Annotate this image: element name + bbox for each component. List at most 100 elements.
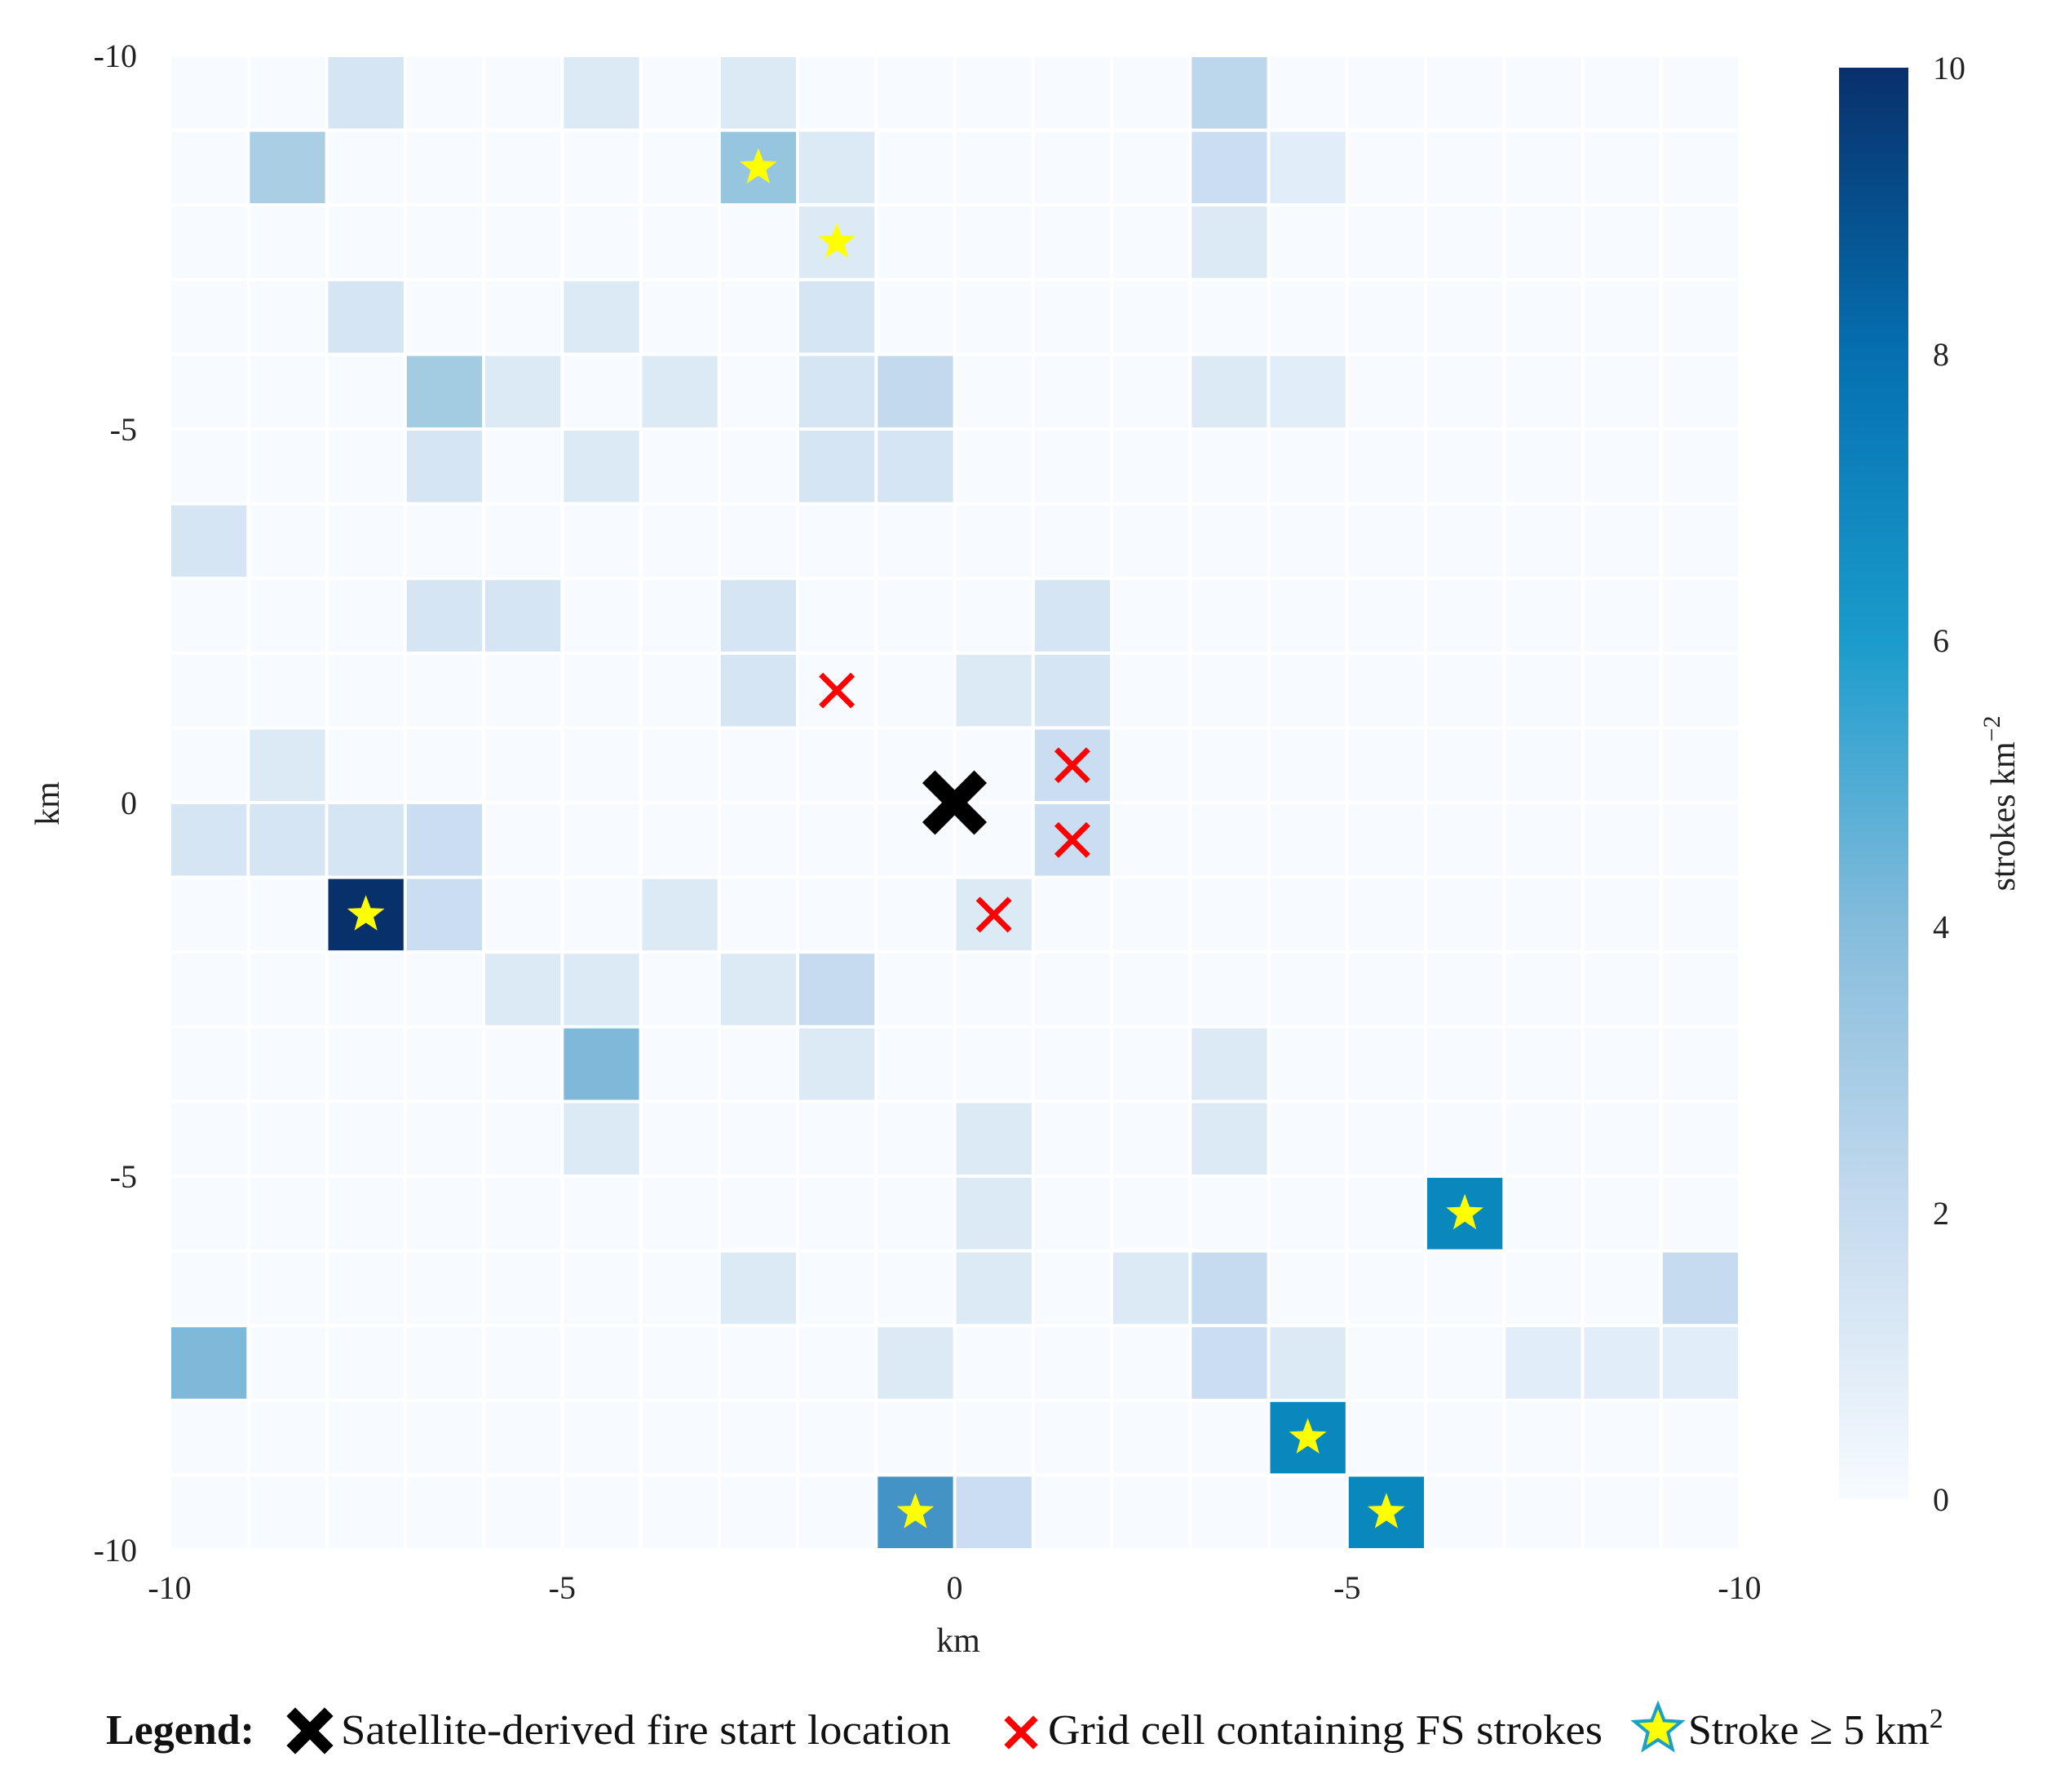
- heatmap-cell: [564, 1401, 639, 1474]
- heatmap-cell: [720, 1327, 797, 1399]
- heatmap-cell: [642, 1178, 718, 1250]
- heatmap-cell: [1427, 431, 1503, 502]
- heatmap-cell: [720, 57, 797, 129]
- heatmap-cell: [1505, 654, 1581, 727]
- heatmap-cell: [720, 1028, 797, 1100]
- heatmap-cell: [1662, 804, 1739, 876]
- legend-red-x-icon: [1004, 1715, 1038, 1750]
- heatmap-cell: [720, 954, 797, 1025]
- heatmap-cell: [1427, 878, 1503, 951]
- heatmap-cell: [878, 1103, 953, 1175]
- heatmap-cell: [1192, 1028, 1267, 1100]
- heatmap-cell: [1584, 878, 1660, 951]
- x-tick-label: -10: [148, 1569, 191, 1606]
- heatmap-cell: [406, 431, 483, 502]
- heatmap-cell: [1192, 1103, 1267, 1175]
- colorbar-tick-label: 0: [1933, 1481, 1949, 1518]
- heatmap-cell: [1113, 505, 1189, 577]
- heatmap-cell: [171, 1028, 247, 1100]
- heatmap-cell: [1662, 1401, 1739, 1474]
- heatmap-cell: [406, 1103, 483, 1175]
- heatmap-cell: [642, 57, 718, 129]
- heatmap-cell: [171, 505, 247, 577]
- heatmap-cell: [1270, 431, 1346, 502]
- heatmap-cell: [1270, 729, 1346, 801]
- heatmap-cell: [1348, 1103, 1425, 1175]
- heatmap-cell: [1584, 356, 1660, 427]
- heatmap-cell: [406, 1401, 483, 1474]
- heatmap-cell: [485, 206, 561, 278]
- heatmap-cell: [1427, 1327, 1503, 1399]
- heatmap-cell: [642, 954, 718, 1025]
- heatmap-cell: [1034, 1401, 1111, 1474]
- heatmap-cell: [1584, 206, 1660, 278]
- heatmap-cell: [171, 1476, 247, 1548]
- colorbar-tick-label: 6: [1933, 622, 1949, 659]
- y-tick-label: 0: [121, 785, 137, 821]
- heatmap-cell: [720, 206, 797, 278]
- heatmap-cell: [1113, 804, 1189, 876]
- heatmap-cell: [485, 1103, 561, 1175]
- heatmap-cell: [485, 878, 561, 951]
- heatmap-cell: [799, 729, 875, 801]
- heatmap-cell: [799, 954, 875, 1025]
- heatmap-cell: [1270, 804, 1346, 876]
- heatmap-cell: [1505, 580, 1581, 652]
- heatmap-cell: [250, 1327, 325, 1399]
- heatmap-cell: [564, 1252, 639, 1325]
- heatmap-cell: [1034, 1327, 1111, 1399]
- heatmap-cell: [406, 356, 483, 427]
- red-x-marker: [1054, 821, 1090, 858]
- heatmap-cell: [720, 1401, 797, 1474]
- heatmap-cell: [1034, 654, 1111, 727]
- heatmap-cell: [1505, 1401, 1581, 1474]
- heatmap-cell: [1505, 1103, 1581, 1175]
- heatmap-cell: [1584, 954, 1660, 1025]
- heatmap-cell: [1192, 1327, 1267, 1399]
- heatmap-cell: [171, 1178, 247, 1250]
- heatmap-cell: [1192, 356, 1267, 427]
- heatmap-cell: [485, 57, 561, 129]
- heatmap-cell: [1192, 281, 1267, 353]
- heatmap-cell: [1034, 57, 1111, 129]
- heatmap-cell: [1113, 1028, 1189, 1100]
- heatmap-cell: [1505, 1178, 1581, 1250]
- heatmap-cell: [1427, 1476, 1503, 1548]
- heatmap-cell: [171, 804, 247, 876]
- heatmap-cell: [1270, 1028, 1346, 1100]
- heatmap-cell: [1662, 431, 1739, 502]
- heatmap-cell: [1505, 281, 1581, 353]
- heatmap-cell: [1348, 431, 1425, 502]
- heatmap-cell: [1584, 729, 1660, 801]
- heatmap-cell: [1662, 1327, 1739, 1399]
- heatmap-cell: [956, 431, 1032, 502]
- heatmap-cell: [1427, 1028, 1503, 1100]
- heatmap-cell: [250, 1178, 325, 1250]
- heatmap-cell: [564, 206, 639, 278]
- heatmap-cell: [1113, 206, 1189, 278]
- heatmap-cell: [1505, 1028, 1581, 1100]
- heatmap-cell: [1270, 1252, 1346, 1325]
- heatmap-cell: [1505, 1252, 1581, 1325]
- legend-star-icon: [1630, 1700, 1686, 1753]
- heatmap-cell: [1034, 1476, 1111, 1548]
- heatmap-cell: [1584, 1476, 1660, 1548]
- heatmap-cell: [406, 654, 483, 727]
- heatmap-cell: [328, 1103, 404, 1175]
- heatmap-cell: [956, 206, 1032, 278]
- heatmap-cell: [1584, 654, 1660, 727]
- heatmap-cell: [1270, 1327, 1346, 1399]
- heatmap-cell: [1662, 1028, 1739, 1100]
- heatmap-cell: [1348, 57, 1425, 129]
- heatmap-cell: [878, 505, 953, 577]
- heatmap-cell: [1505, 431, 1581, 502]
- heatmap-cell: [1192, 57, 1267, 129]
- heatmap-cell: [1270, 580, 1346, 652]
- heatmap-cell: [1348, 206, 1425, 278]
- heatmap-cell: [1662, 580, 1739, 652]
- red-x-marker: [975, 896, 1012, 933]
- heatmap-cell: [328, 1327, 404, 1399]
- heatmap-cell: [642, 878, 718, 951]
- heatmap-cell: [799, 1252, 875, 1325]
